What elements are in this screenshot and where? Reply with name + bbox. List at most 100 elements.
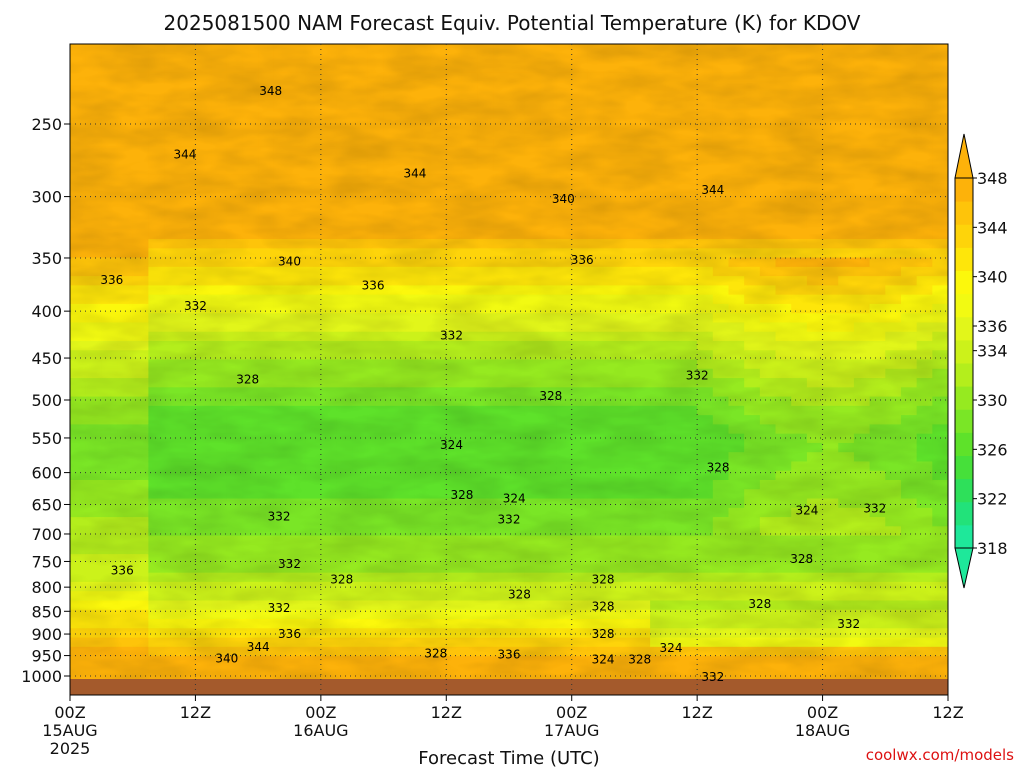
colorbar-cell	[955, 409, 973, 433]
contour-label: 324	[660, 641, 683, 655]
colorbar-cell	[955, 270, 973, 295]
colorbar-cell	[955, 524, 973, 549]
contour-label: 328	[592, 600, 615, 614]
contour-label: 324	[440, 438, 463, 452]
colorbar-label: 340	[977, 268, 1008, 287]
colorbar-cell	[955, 455, 973, 480]
y-tick-label: 450	[31, 349, 62, 368]
contour-label: 328	[451, 488, 474, 502]
watermark: coolwx.com/models	[866, 746, 1014, 764]
x-tick-label: 00Z	[556, 703, 587, 722]
colorbar-cell	[955, 478, 973, 503]
contour-label: 332	[701, 670, 724, 684]
y-tick-label: 900	[31, 625, 62, 644]
x-tick-date: 18AUG	[795, 721, 850, 740]
colorbar-cell	[955, 501, 973, 526]
contour-label: 340	[552, 192, 575, 206]
contour-label: 336	[362, 278, 385, 292]
contour-label: 328	[539, 389, 562, 403]
y-tick-label: 600	[31, 464, 62, 483]
y-tick-label: 500	[31, 391, 62, 410]
colorbar-cell	[955, 316, 973, 341]
y-tick-label: 700	[31, 525, 62, 544]
contour-label: 328	[707, 460, 730, 474]
contour-label: 336	[100, 273, 123, 287]
x-tick-label: 12Z	[932, 703, 963, 722]
contour-label: 324	[795, 504, 818, 518]
colorbar-cell	[955, 339, 973, 364]
contour-label: 328	[592, 627, 615, 641]
y-tick-label: 850	[31, 602, 62, 621]
y-tick-label: 250	[31, 115, 62, 134]
contour-label: 332	[863, 502, 886, 516]
colorbar-cell	[955, 247, 973, 271]
x-tick-label: 00Z	[305, 703, 336, 722]
contour-label: 340	[278, 254, 301, 268]
colorbar-top-arrow	[954, 133, 974, 179]
contour-label: 336	[571, 253, 594, 267]
contour-label: 328	[424, 646, 447, 660]
colorbar-label: 344	[977, 218, 1008, 237]
colorbar-label: 334	[977, 342, 1008, 361]
colorbar-label: 336	[977, 317, 1008, 336]
contour-label: 328	[790, 552, 813, 566]
x-tick-label: 12Z	[681, 703, 712, 722]
x-tick-label: 00Z	[807, 703, 838, 722]
contour-label: 324	[503, 491, 526, 505]
chart-title: 2025081500 NAM Forecast Equiv. Potential…	[164, 11, 861, 35]
colorbar: 318 322 326 330 334 336 340 344 348	[954, 133, 1008, 589]
y-tick-label: 1000	[21, 667, 62, 686]
terrain	[70, 679, 948, 695]
x-axis-title: Forecast Time (UTC)	[418, 748, 599, 768]
plot-frame	[69, 43, 949, 696]
y-tick-label: 750	[31, 552, 62, 571]
colorbar-cell	[955, 386, 973, 410]
contour-label: 328	[592, 573, 615, 587]
plot-area	[70, 44, 948, 695]
contour-label: 336	[111, 563, 134, 577]
x-tick-date: 17AUG	[544, 721, 599, 740]
contour-label: 340	[215, 651, 238, 665]
colorbar-cell	[955, 224, 973, 248]
contour-label: 332	[498, 512, 521, 526]
colorbar-cell	[955, 178, 973, 202]
grid	[70, 44, 948, 695]
colorbar-frame	[954, 177, 974, 549]
contour-label: 328	[508, 588, 531, 602]
x-tick-label: 12Z	[431, 703, 462, 722]
contour-label: 348	[259, 84, 282, 98]
y-tick-label: 550	[31, 429, 62, 448]
contour-label: 328	[748, 597, 771, 611]
y-tick-label: 800	[31, 578, 62, 597]
contour-label: 336	[278, 627, 301, 641]
contour-label: 336	[498, 648, 521, 662]
contour-label: 332	[440, 328, 463, 342]
y-tick-label: 950	[31, 647, 62, 666]
y-axis: 250 300 350 400 450 500 550 600 650 700 750 800 850 9…	[21, 115, 70, 686]
x-tick-label: 00Z	[54, 703, 85, 722]
y-tick-label: 400	[31, 302, 62, 321]
contour-label: 332	[184, 299, 207, 313]
x-tick-date: 15AUG	[42, 721, 97, 740]
y-tick-label: 350	[31, 249, 62, 268]
contour-label: 328	[236, 373, 259, 387]
contour-label: 332	[268, 601, 291, 615]
contour-label: 332	[268, 510, 291, 524]
contour-label: 332	[837, 617, 860, 631]
y-tick-label: 650	[31, 495, 62, 514]
contour-label: 324	[592, 653, 615, 667]
colorbar-label: 322	[977, 490, 1008, 509]
contour-label: 328	[628, 653, 651, 667]
contour-label: 332	[686, 368, 709, 382]
contour-label: 332	[278, 557, 301, 571]
contour-label: 344	[174, 148, 197, 162]
contour-label: 328	[330, 573, 353, 587]
contour-label: 344	[247, 640, 270, 654]
field-texture	[70, 44, 948, 695]
y-tick-label: 300	[31, 188, 62, 207]
contour-labels: 348 344 344 344 340 340 336 336 336 332 332 332 328 3…	[100, 84, 886, 684]
contour-label: 344	[701, 183, 724, 197]
colorbar-label: 348	[977, 169, 1008, 188]
